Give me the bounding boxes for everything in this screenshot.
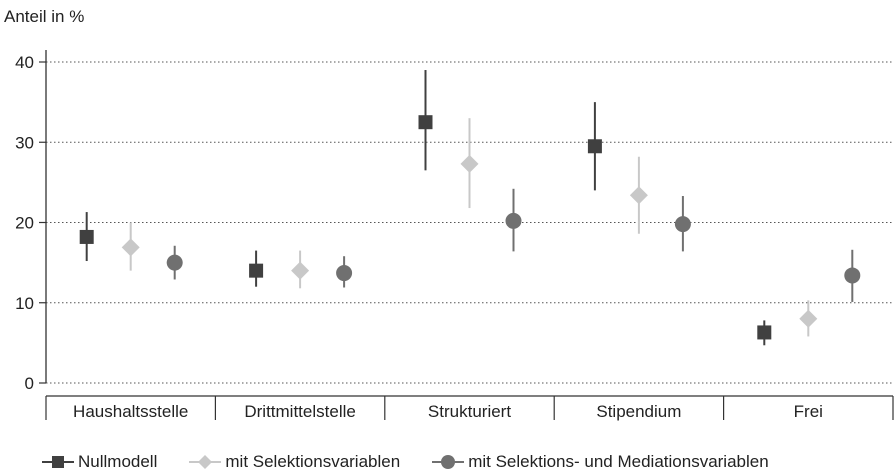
data-point-square <box>249 263 264 278</box>
diamond-marker-icon <box>189 455 222 469</box>
data-point-square <box>418 115 433 130</box>
data-point-circle <box>336 265 353 282</box>
data-point-diamond <box>460 154 479 173</box>
data-point-circle <box>166 254 183 271</box>
data-point-diamond <box>799 309 818 328</box>
legend: Nullmodell mit Selektionsvariablen mit S… <box>42 452 801 472</box>
gridlines <box>46 61 893 384</box>
legend-item-selektion: mit Selektionsvariablen <box>189 452 400 472</box>
legend-item-mediation: mit Selektions- und Mediationsvariablen <box>432 452 769 472</box>
data-point-diamond <box>291 261 310 280</box>
axes <box>39 50 894 420</box>
x-tick-label: Strukturiert <box>428 402 511 421</box>
data-point-square <box>587 139 602 154</box>
legend-label: Nullmodell <box>78 452 158 471</box>
y-tick-label: 40 <box>15 53 34 72</box>
x-tick-label: Stipendium <box>596 402 681 421</box>
x-tick-label: Haushaltsstelle <box>73 402 188 421</box>
data-point-diamond <box>121 238 140 257</box>
data-point-square <box>79 229 94 244</box>
x-tick-labels: Haushaltsstelle Drittmittelstelle Struktur… <box>73 402 823 421</box>
square-marker-icon <box>42 456 74 468</box>
x-tick-label: Frei <box>794 402 823 421</box>
y-axis-label: Anteil in % <box>4 7 84 26</box>
x-tick-label: Drittmittelstelle <box>244 402 355 421</box>
data-point-circle <box>674 216 691 233</box>
circle-marker-icon <box>432 455 465 469</box>
data-point-square <box>757 325 772 340</box>
legend-label: mit Selektions- und Mediationsvariablen <box>468 452 769 471</box>
data-marks <box>79 70 861 346</box>
data-point-circle <box>844 267 861 284</box>
data-point-circle <box>505 212 522 229</box>
data-point-diamond <box>629 186 648 205</box>
y-tick-labels: 0 10 20 30 40 <box>15 53 34 393</box>
legend-label: mit Selektionsvariablen <box>225 452 401 471</box>
y-tick-label: 20 <box>15 214 34 233</box>
y-tick-label: 10 <box>15 294 34 313</box>
legend-item-nullmodell: Nullmodell <box>42 452 157 472</box>
y-tick-label: 0 <box>25 374 34 393</box>
y-tick-label: 30 <box>15 133 34 152</box>
